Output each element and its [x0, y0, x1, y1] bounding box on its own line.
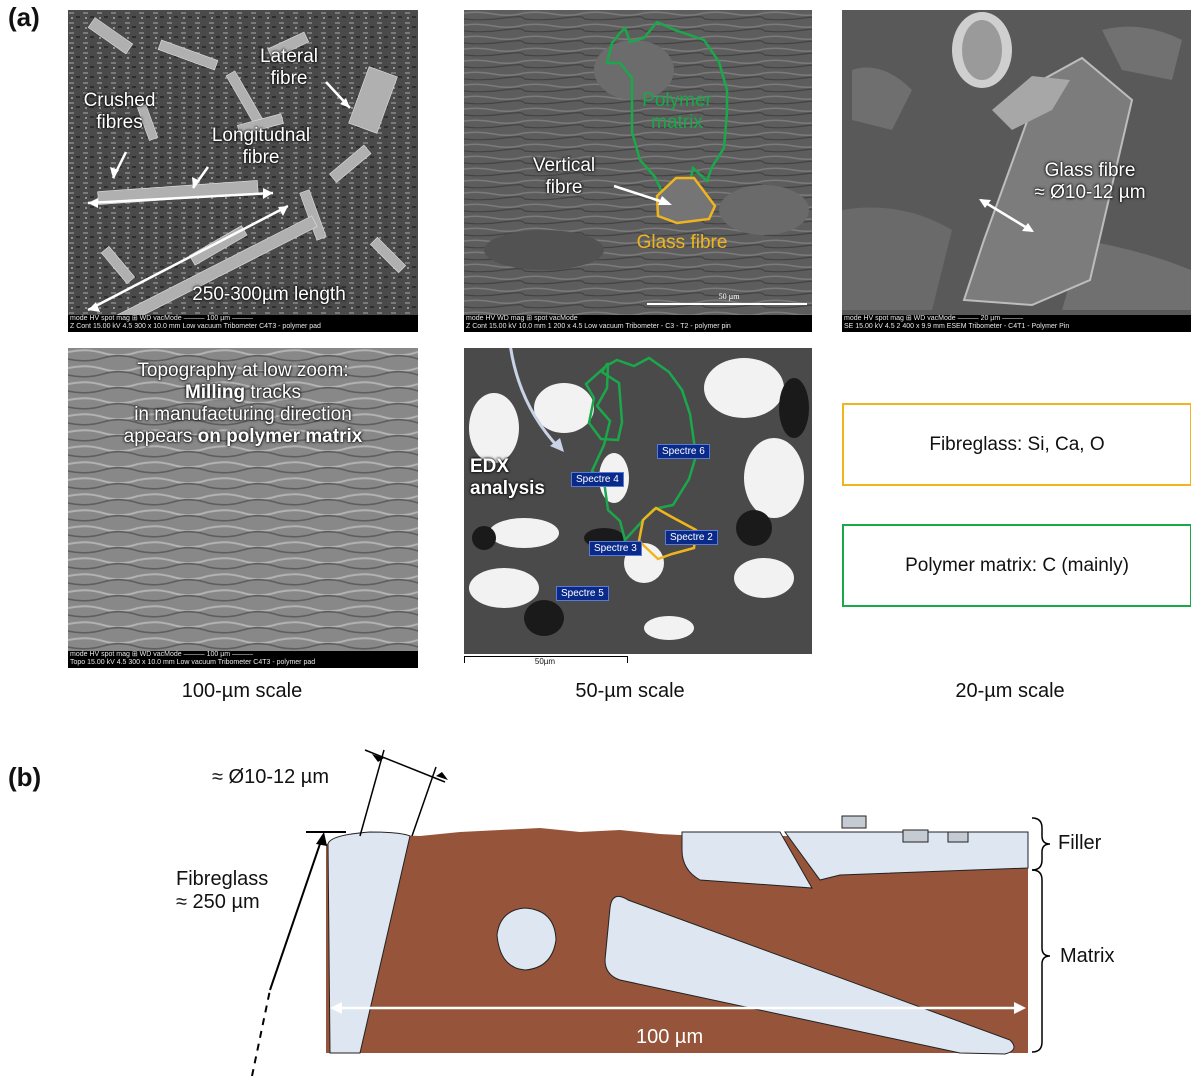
- sem-image-fibre-20um: Glass fibre ≈ Ø10-12 µm mode HV spot mag…: [842, 10, 1191, 332]
- sem-image-topography: Topography at low zoom: Milling tracks i…: [68, 348, 418, 668]
- sem-info-row2: SE 15.00 kV 4.5 2 400 x 9.9 mm ESEM Trib…: [844, 323, 1070, 330]
- topography-line1: Topography at low zoom:: [137, 360, 349, 381]
- sem-info-bar: mode HV spot mag ⊞ WD vacMode ——— 100 µm…: [68, 651, 418, 668]
- sem-info-row1: mode HV spot mag ⊞ WD vacMode ——— 20 µm …: [844, 315, 1024, 322]
- sem-info-row2: Topo 15.00 kV 4.5 300 x 10.0 mm Low vacu…: [70, 659, 316, 666]
- fibreglass-length-label: Fibreglass ≈ 250 µm: [176, 868, 268, 914]
- panel-a-label: (a): [8, 2, 40, 32]
- sem-info-row1: mode HV spot mag ⊞ WD vacMode ——— 100 µm…: [70, 315, 254, 322]
- milling-rest: tracks: [245, 382, 302, 403]
- polymer-matrix-label: Polymer matrix: [642, 90, 712, 133]
- legend-fibreglass: Fibreglass: Si, Ca, O: [842, 403, 1191, 486]
- legend-polymer: Polymer matrix: C (mainly): [842, 524, 1191, 607]
- sem-info-row1: mode HV WD mag ⊞ spot vacMode: [466, 315, 578, 322]
- matrix-label: Matrix: [1060, 945, 1115, 967]
- sem-info-row1: mode HV spot mag ⊞ WD vacMode ——— 100 µm…: [70, 651, 254, 658]
- topography-line4: appears on polymer matrix: [74, 426, 412, 448]
- filler-particle: [947, 831, 969, 843]
- edx-analysis-label: EDX analysis: [470, 456, 545, 499]
- schematic-diagram: [251, 749, 1051, 1076]
- crushed-fibres-label: Crushed fibres: [83, 90, 156, 133]
- matrix-brace: [1031, 869, 1051, 1053]
- filler-particle: [841, 815, 867, 829]
- filler-brace: [1031, 817, 1051, 871]
- fibre-cross-section: [496, 907, 557, 971]
- sem-info-bar: mode HV spot mag ⊞ WD vacMode ——— 100 µm…: [68, 315, 418, 332]
- sem-info-row2: Z Cont 15.00 kV 10.0 mm 1 200 x 4.5 Low …: [466, 323, 731, 330]
- lateral-fibre-label: Lateral fibre: [259, 46, 319, 89]
- topography-line2: Milling tracks: [74, 382, 412, 404]
- sem-info-bar: mode HV WD mag ⊞ spot vacMode Z Cont 15.…: [464, 315, 812, 332]
- topography-line3: in manufacturing direction: [134, 404, 352, 425]
- fibre-filler-left: [681, 831, 813, 889]
- sem-info-row2: Z Cont 15.00 kV 4.5 300 x 10.0 mm Low va…: [70, 323, 321, 330]
- diameter-label: ≈ Ø10-12 µm: [212, 766, 329, 788]
- vertical-fibre-label: Vertical fibre: [532, 155, 596, 198]
- scalebar-text: 50 µm: [719, 292, 741, 301]
- sem-image-edx: EDX analysis Spectre 6 Spectre 4 Spectre…: [464, 348, 812, 654]
- spectre-tag: Spectre 5: [556, 586, 609, 601]
- appears-text: appears: [123, 426, 198, 447]
- glass-fibre-label: Glass fibre: [636, 232, 728, 253]
- topography-description: Topography at low zoom: Milling tracks i…: [74, 360, 412, 448]
- spectre-tag: Spectre 6: [657, 444, 710, 459]
- edx-scalebar: [464, 656, 628, 663]
- spectre-tag: Spectre 2: [665, 530, 718, 545]
- spectre-tag: Spectre 3: [589, 541, 642, 556]
- panel-b-label: (b): [8, 762, 42, 792]
- fibreglass-length-line2: ≈ 250 µm: [176, 891, 260, 913]
- fibre-filler-right: [784, 831, 1029, 881]
- fibre-vertical: [327, 831, 411, 1054]
- spectre-tag: Spectre 4: [571, 472, 624, 487]
- length-label: 250-300µm length: [192, 284, 346, 305]
- fibreglass-length-line1: Fibreglass: [176, 868, 269, 890]
- width-label: 100 µm: [636, 1026, 704, 1048]
- scale-caption: 50-µm scale: [575, 680, 685, 702]
- sem-image-fibres-100um: Lateral fibre Crushed fibres Longitudnal…: [68, 10, 418, 332]
- longitudinal-fibre-label: Longitudnal fibre: [211, 125, 311, 168]
- milling-bold: Milling: [184, 382, 246, 403]
- scale-caption: 100-µm scale: [181, 680, 303, 702]
- edx-scalebar-text: 50µm: [534, 657, 556, 666]
- filler-particle: [902, 829, 929, 843]
- sem-info-bar: mode HV spot mag ⊞ WD vacMode ——— 20 µm …: [842, 315, 1191, 332]
- glass-fibre-diameter-label: Glass fibre ≈ Ø10-12 µm: [1034, 160, 1146, 203]
- filler-label: Filler: [1058, 832, 1102, 854]
- scale-caption: 20-µm scale: [955, 680, 1065, 702]
- sem-image-fibre-50um: 50 µm Polymer matrix Vertical fibre Glas…: [464, 10, 812, 332]
- on-polymer-bold: on polymer matrix: [197, 426, 363, 447]
- fibre-diagonal: [604, 895, 1015, 1055]
